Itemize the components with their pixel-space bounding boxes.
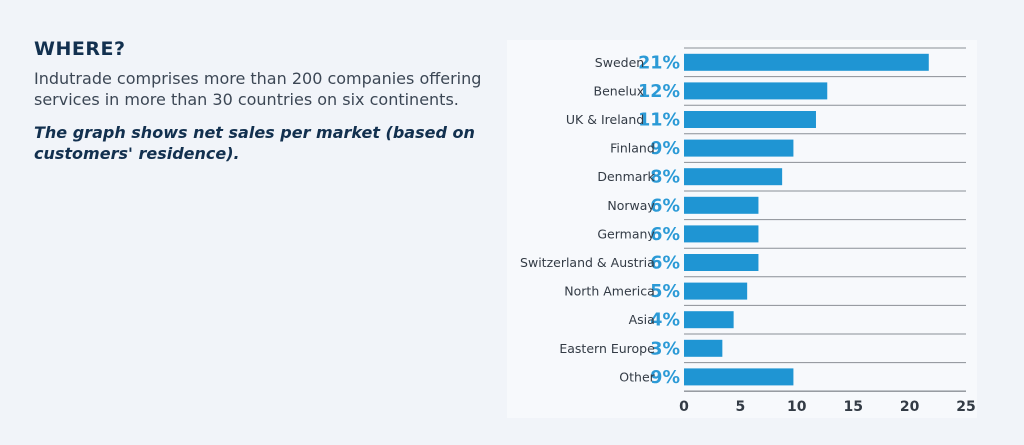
bar-uk-ireland xyxy=(684,111,816,128)
category-label: North America xyxy=(564,284,655,299)
section-heading: WHERE? xyxy=(34,38,126,60)
bar-germany xyxy=(684,225,759,243)
category-label: Denmark xyxy=(597,169,655,184)
x-tick-label: 0 xyxy=(679,399,689,415)
x-tick-label: 15 xyxy=(843,399,862,415)
chart-panel: 21% Sweden 12% Benelux 11% UK & Ireland 9% Finl… xyxy=(507,40,977,418)
category-label: Switzerland & Austria xyxy=(520,255,655,270)
percent-label: 3% xyxy=(650,339,680,359)
percent-label: 4% xyxy=(650,311,680,331)
bar-sweden xyxy=(684,53,929,71)
percent-label: 8% xyxy=(650,168,680,188)
percent-label: 6% xyxy=(650,196,680,216)
bar-switzerland-austria xyxy=(684,254,759,271)
percent-label: 9% xyxy=(650,139,680,159)
bar-other xyxy=(684,368,794,386)
x-tick-label: 20 xyxy=(900,399,920,415)
percent-label: 21% xyxy=(638,53,680,73)
category-label: Other xyxy=(619,369,655,384)
category-label: Benelux xyxy=(594,83,645,98)
percent-label: 9% xyxy=(650,368,680,388)
x-tick-label: 5 xyxy=(736,399,746,415)
bar-eastern-europe xyxy=(684,339,723,357)
bar-norway xyxy=(684,196,759,214)
bar-north-america xyxy=(684,282,748,300)
bar-asia xyxy=(684,311,734,329)
category-label: Finland xyxy=(610,141,655,156)
chart-note: The graph shows net sales per market (ba… xyxy=(34,123,475,163)
category-label: Norway xyxy=(607,198,655,213)
percent-label: 6% xyxy=(650,225,680,245)
category-label: UK & Ireland xyxy=(566,112,644,127)
category-label: Eastern Europe xyxy=(559,341,655,356)
x-tick-label: 25 xyxy=(956,399,975,415)
category-label: Sweden xyxy=(595,55,644,70)
percent-label: 5% xyxy=(650,282,680,302)
x-tick-label: 10 xyxy=(787,399,807,415)
percent-label: 12% xyxy=(638,82,680,102)
description-text: Indutrade comprises more than 200 compan… xyxy=(34,69,482,109)
category-label: Germany xyxy=(597,226,655,241)
bar-denmark xyxy=(684,168,783,186)
percent-label: 6% xyxy=(650,254,680,274)
bar-finland xyxy=(684,139,794,157)
percent-label: 11% xyxy=(638,111,680,131)
bar-benelux xyxy=(684,82,828,100)
category-label: Asia xyxy=(629,312,655,327)
intro-text-block: WHERE? Indutrade comprises more than 200… xyxy=(34,38,484,164)
